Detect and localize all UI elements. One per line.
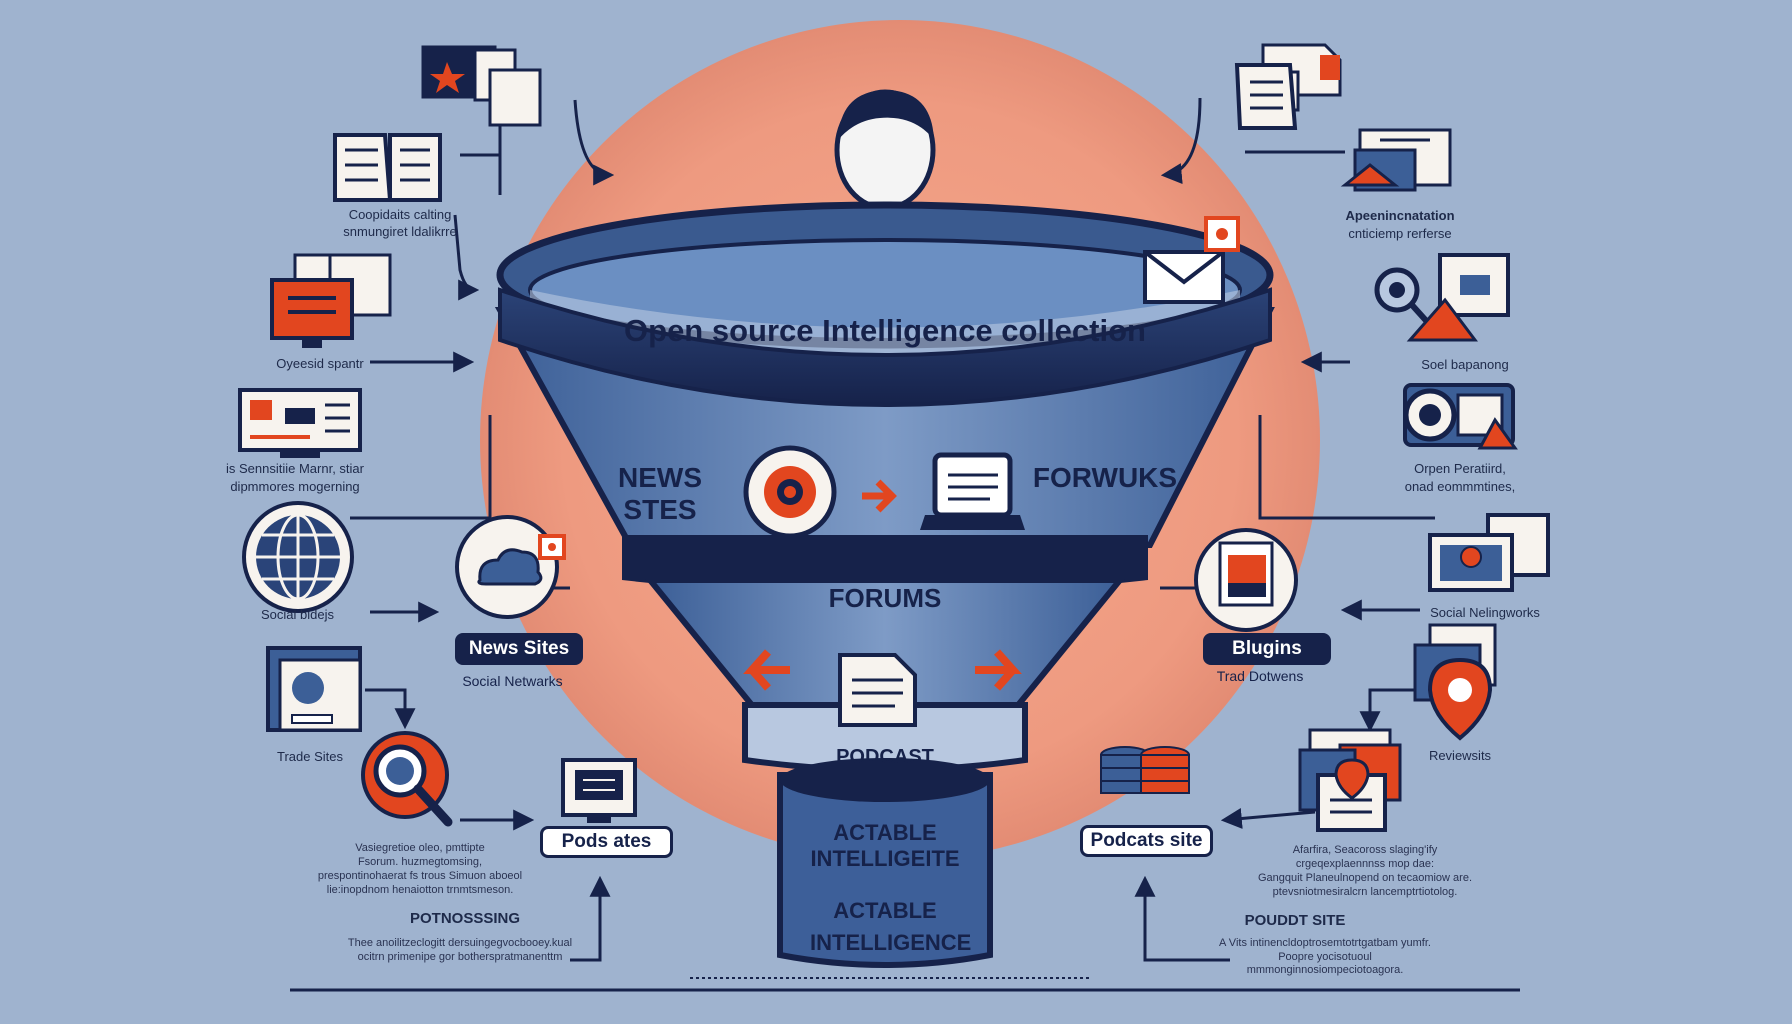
- book-icon: [421, 45, 542, 127]
- blogins-pill: Blugins: [1203, 633, 1331, 665]
- left-para-1: Vasiegretioe oleo, pmttipte: [355, 842, 485, 854]
- right-heading: POUDDT SITE: [1244, 912, 1346, 929]
- arrow-right-icon: [975, 649, 1022, 691]
- funnel-bottom-label: PODCAST: [836, 746, 934, 768]
- right-bottom-1: A Vits intinencldoptrosemtotrtgatbam yum…: [1219, 937, 1431, 949]
- globe-icon: [242, 501, 354, 613]
- file-stack-icon: [1340, 128, 1452, 192]
- right-label-2: Soel bapanong: [1421, 357, 1509, 372]
- left-label-4: Social bidejs: [261, 607, 334, 622]
- right-label-4: Social Nelingworks: [1430, 605, 1540, 620]
- left-label-2: Oyeesid spantr: [276, 356, 364, 371]
- right-para-2: crgeqexplaennnss mop dae:: [1295, 858, 1435, 870]
- right-label-1a: Apeenincnatation: [1345, 208, 1455, 223]
- news-sites-pill: News Sites: [455, 633, 583, 665]
- documents-icon: [1234, 43, 1342, 130]
- right-label-5: Reviewsits: [1428, 748, 1492, 763]
- envelope-icon: [1143, 216, 1240, 304]
- funnel-title: Open source Intelligence collection: [624, 313, 1146, 348]
- social-networks-label: Social Netwarks: [462, 673, 563, 689]
- right-para-3: Gangquit Planeulnopend on tecaomiow are.: [1257, 872, 1473, 884]
- magnifier-icon: [361, 731, 453, 827]
- arrow-right-icon: [862, 479, 897, 513]
- news-screen-icon: [238, 388, 362, 458]
- right-label-3b: onad eommmtines,: [1404, 479, 1516, 494]
- document-icon: [838, 653, 917, 727]
- right-para-4: ptevsniotmesiralcrn lancemptrtiotolog.: [1272, 886, 1458, 898]
- monitor-icon: [270, 253, 392, 348]
- trad-label: Trad Dotwens: [1216, 668, 1304, 684]
- storage-icon: [1100, 746, 1190, 794]
- laptop-icon: [920, 452, 1025, 530]
- pods-ates-pill: Pods ates: [540, 826, 673, 858]
- stem-label-1: ACTABLE INTELLIGEITE: [810, 820, 960, 871]
- funnel-middle-label: FORUMS: [828, 583, 942, 613]
- left-para-2: Fsorum. huzmegtomsing,: [357, 856, 483, 868]
- podcats-site-pill: Podcats site: [1080, 825, 1213, 857]
- left-label-5: Trade Sites: [277, 749, 343, 764]
- right-para-1: Afarfira, Seacoross slaging'ify: [1292, 844, 1438, 856]
- target-mountain-icon: [1374, 253, 1510, 342]
- left-label-1b: snmungiret ldalikrre: [343, 224, 457, 239]
- funnel-band-left: NEWS STES: [618, 462, 702, 525]
- right-label-3a: Orpen Peratiird,: [1414, 461, 1506, 476]
- trade-map-icon: [266, 646, 362, 732]
- left-bottom-2: ocitrn primenipe gor botherspratmanenttm: [357, 951, 563, 963]
- blog-doc-icon: [1194, 528, 1298, 632]
- right-label-1b: cnticiemp rerferse: [1348, 226, 1452, 241]
- left-para-3: prespontinohaerat fs trous Simuon aboeol: [317, 870, 523, 882]
- folder-mail-icon: [1298, 728, 1402, 832]
- location-pin-icon: [1413, 623, 1497, 741]
- funnel-band-right: FORWUKS: [1032, 462, 1178, 493]
- stem-label-2: ACTABLE INTELLIGENCE: [810, 898, 972, 955]
- left-para-4: lie:inopdnom henaiotton trnmtsmeson.: [326, 884, 514, 896]
- open-book-icon: [333, 133, 442, 202]
- left-label-1a: Coopidaits calting: [348, 207, 452, 222]
- funnel: [494, 89, 1275, 968]
- arrow-left-icon: [743, 649, 790, 691]
- gear-icon: [743, 445, 837, 539]
- left-heading: POTNOSSSING: [409, 910, 521, 927]
- left-label-3a: is Sennsitiie Marnr, stiar: [226, 461, 364, 476]
- pin-screen-icon: [1428, 513, 1550, 592]
- left-bottom-1: Thee anoilitzeclogitt dersuingegvocbooey…: [347, 937, 573, 949]
- camera-icon: [1403, 383, 1518, 450]
- left-label-3b: dipmmores mogerning: [230, 479, 360, 494]
- right-bottom-2: Poopre yocisotuoul mmmonginnosiompecioto…: [1246, 951, 1404, 977]
- left-connectors: [350, 99, 615, 962]
- cloud-icon: [455, 515, 566, 619]
- desktop-icon: [561, 758, 637, 823]
